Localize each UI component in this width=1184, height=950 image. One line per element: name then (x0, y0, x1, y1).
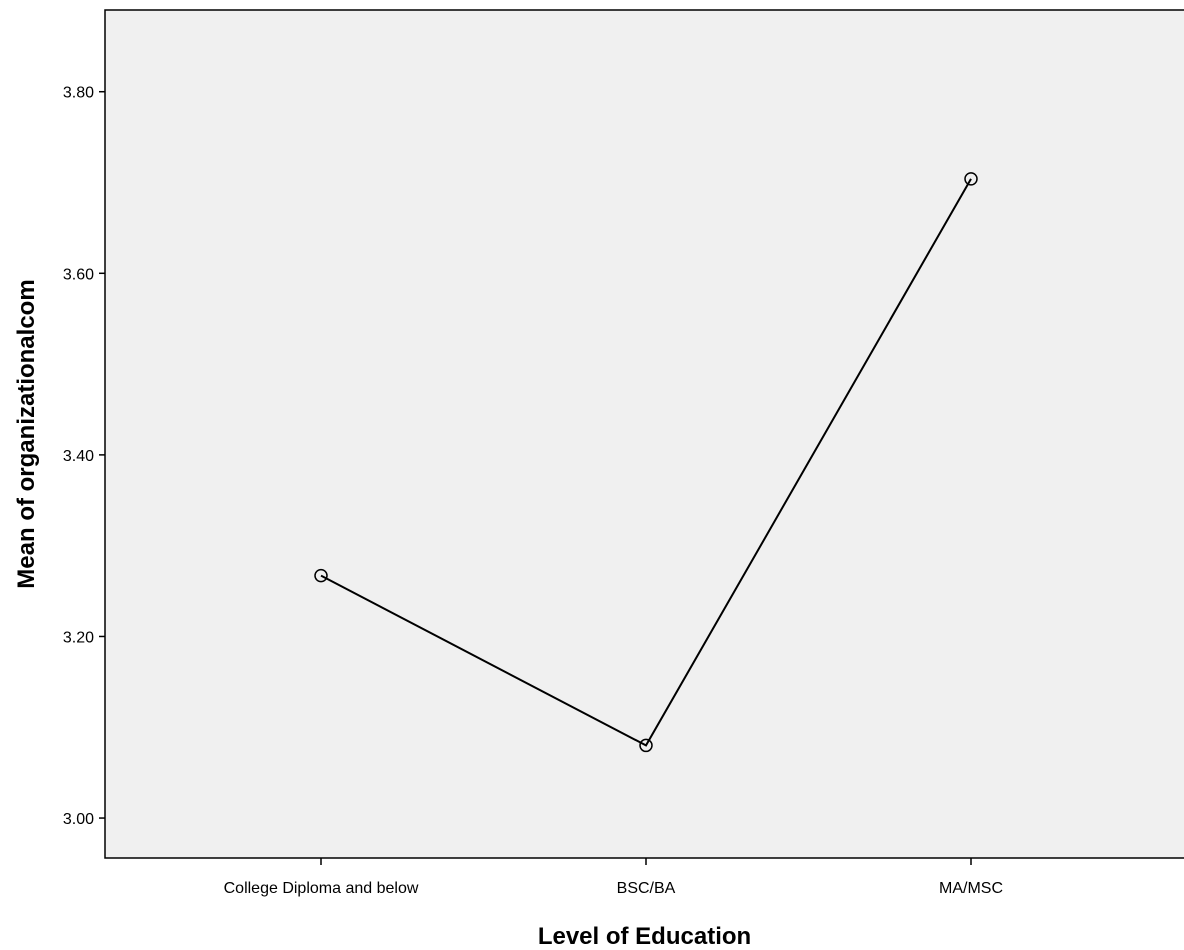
x-axis: College Diploma and below BSC/BA MA/MSC (224, 858, 1003, 897)
series-layer (314, 172, 978, 753)
data-point (964, 172, 978, 186)
x-tick-label: MA/MSC (939, 880, 1003, 897)
y-tick-label: 3.60 (63, 266, 94, 283)
series-line (320, 178, 972, 747)
data-point (314, 568, 328, 583)
y-tick-label: 3.20 (63, 629, 94, 646)
x-axis-title: Level of Education (538, 923, 751, 950)
y-axis: 3.00 3.20 3.40 3.60 3.80 (63, 85, 105, 828)
plot-area (104, 9, 1184, 859)
y-tick-label: 3.80 (63, 85, 94, 102)
x-tick-label: BSC/BA (617, 880, 676, 897)
y-axis-title: Mean of organizationalcom (13, 279, 40, 588)
y-tick-label: 3.00 (63, 811, 94, 828)
x-tick-label: College Diploma and below (224, 880, 419, 897)
data-point (639, 738, 653, 753)
y-tick-label: 3.40 (63, 448, 94, 465)
